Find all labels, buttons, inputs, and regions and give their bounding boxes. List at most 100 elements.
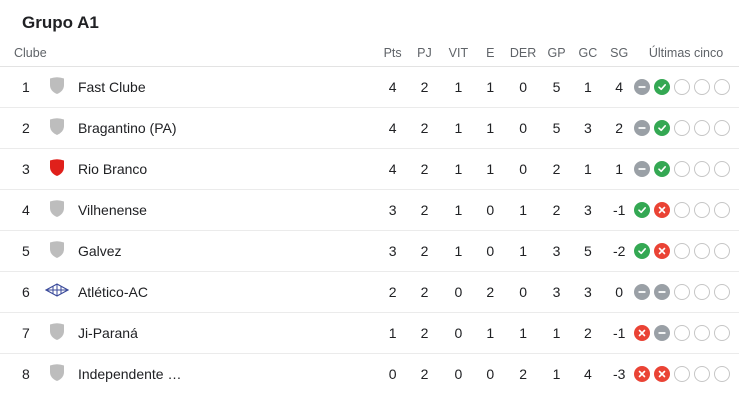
stat-gc: 5	[570, 229, 606, 271]
stat-vit: 0	[439, 311, 477, 353]
team-name[interactable]: Vilhenense	[71, 188, 377, 230]
loss-x-icon	[634, 324, 651, 341]
stat-pts: 1	[376, 311, 410, 353]
position: 1	[0, 65, 42, 107]
team-name[interactable]: Fast Clube	[71, 65, 377, 107]
draw-dash-icon	[634, 283, 651, 300]
table-row[interactable]: 6 Atlético-AC 2 2 0 2 0 3 3 0	[0, 270, 739, 312]
stat-der: 0	[503, 106, 543, 148]
loss-x-icon	[634, 365, 651, 382]
empty-result-icon	[694, 78, 711, 95]
empty-result-icon	[694, 283, 711, 300]
team-name[interactable]: Ji-Paraná	[71, 311, 377, 353]
stat-sg: -2	[605, 229, 634, 271]
table-row[interactable]: 7 Ji-Paraná 1 2 0 1 1 1 2 -1	[0, 311, 739, 353]
gray-shield-icon	[49, 240, 65, 262]
win-check-icon	[654, 119, 671, 136]
position: 5	[0, 229, 42, 271]
stat-der: 1	[503, 311, 543, 353]
team-name[interactable]: Independente …	[71, 352, 377, 394]
stat-pts: 2	[376, 270, 410, 312]
standings-table: Clube Pts PJ VIT E DER GP GC SG Últimas …	[0, 40, 739, 394]
header-pj: PJ	[417, 45, 432, 60]
stat-der: 0	[503, 65, 543, 107]
stat-gc: 1	[570, 147, 606, 189]
stat-e: 1	[476, 147, 504, 189]
last-five-results	[633, 160, 739, 177]
stat-pts: 4	[376, 147, 410, 189]
position: 8	[0, 352, 42, 394]
group-title: Grupo A1	[22, 13, 99, 32]
table-row[interactable]: 8 Independente … 0 2 0 0 2 1 4 -3	[0, 352, 739, 394]
team-name[interactable]: Galvez	[71, 229, 377, 271]
stat-pj: 2	[409, 65, 440, 107]
header-row: Clube Pts PJ VIT E DER GP GC SG Últimas …	[0, 40, 739, 66]
stat-sg: 1	[605, 147, 634, 189]
table-row[interactable]: 4 Vilhenense 3 2 1 0 1 2 3 -1	[0, 188, 739, 230]
table-row[interactable]: 5 Galvez 3 2 1 0 1 3 5 -2	[0, 229, 739, 271]
header-gp: GP	[547, 45, 566, 60]
position: 4	[0, 188, 42, 230]
stat-gp: 3	[542, 270, 571, 312]
stat-e: 1	[476, 311, 504, 353]
stat-gc: 2	[570, 311, 606, 353]
empty-result-icon	[694, 201, 711, 218]
stat-sg: -3	[605, 352, 634, 394]
stat-sg: 0	[605, 270, 634, 312]
win-check-icon	[654, 78, 671, 95]
stat-sg: -1	[605, 311, 634, 353]
empty-result-icon	[674, 365, 691, 382]
header-last-five: Últimas cinco	[648, 45, 724, 60]
stat-der: 0	[503, 270, 543, 312]
stat-vit: 0	[439, 270, 477, 312]
stat-gc: 3	[570, 270, 606, 312]
stat-pj: 2	[409, 270, 440, 312]
empty-result-icon	[714, 283, 731, 300]
empty-result-icon	[694, 324, 711, 341]
empty-result-icon	[674, 119, 691, 136]
draw-dash-icon	[634, 160, 651, 177]
stat-vit: 0	[439, 352, 477, 394]
stat-pj: 2	[409, 352, 440, 394]
stat-pj: 2	[409, 106, 440, 148]
stat-e: 1	[476, 65, 504, 107]
empty-result-icon	[714, 365, 731, 382]
stat-sg: 4	[605, 65, 634, 107]
header-sg: SG	[610, 45, 629, 60]
header-pts: Pts	[383, 45, 402, 60]
stat-vit: 1	[439, 65, 477, 107]
stat-vit: 1	[439, 188, 477, 230]
empty-result-icon	[694, 119, 711, 136]
empty-result-icon	[694, 242, 711, 259]
stat-e: 0	[476, 352, 504, 394]
table-row[interactable]: 3 Rio Branco 4 2 1 1 0 2 1 1	[0, 147, 739, 189]
draw-dash-icon	[654, 324, 671, 341]
empty-result-icon	[714, 160, 731, 177]
loss-x-icon	[654, 242, 671, 259]
empty-result-icon	[714, 242, 731, 259]
stat-pts: 4	[376, 65, 410, 107]
empty-result-icon	[714, 324, 731, 341]
gray-shield-icon	[49, 76, 65, 98]
draw-dash-icon	[634, 119, 651, 136]
empty-result-icon	[714, 78, 731, 95]
win-check-icon	[634, 242, 651, 259]
stat-pj: 2	[409, 311, 440, 353]
team-name[interactable]: Rio Branco	[71, 147, 377, 189]
table-row[interactable]: 2 Bragantino (PA) 4 2 1 1 0 5 3 2	[0, 106, 739, 148]
gray-shield-icon	[49, 363, 65, 385]
empty-result-icon	[674, 283, 691, 300]
draw-dash-icon	[654, 283, 671, 300]
empty-result-icon	[714, 201, 731, 218]
last-five-results	[633, 242, 739, 259]
stat-pts: 4	[376, 106, 410, 148]
stat-e: 1	[476, 106, 504, 148]
stat-e: 0	[476, 229, 504, 271]
team-name[interactable]: Atlético-AC	[71, 270, 377, 312]
empty-result-icon	[674, 201, 691, 218]
empty-result-icon	[694, 365, 711, 382]
table-row[interactable]: 1 Fast Clube 4 2 1 1 0 5 1 4	[0, 65, 739, 107]
team-name[interactable]: Bragantino (PA)	[71, 106, 377, 148]
loss-x-icon	[654, 365, 671, 382]
draw-dash-icon	[634, 78, 651, 95]
